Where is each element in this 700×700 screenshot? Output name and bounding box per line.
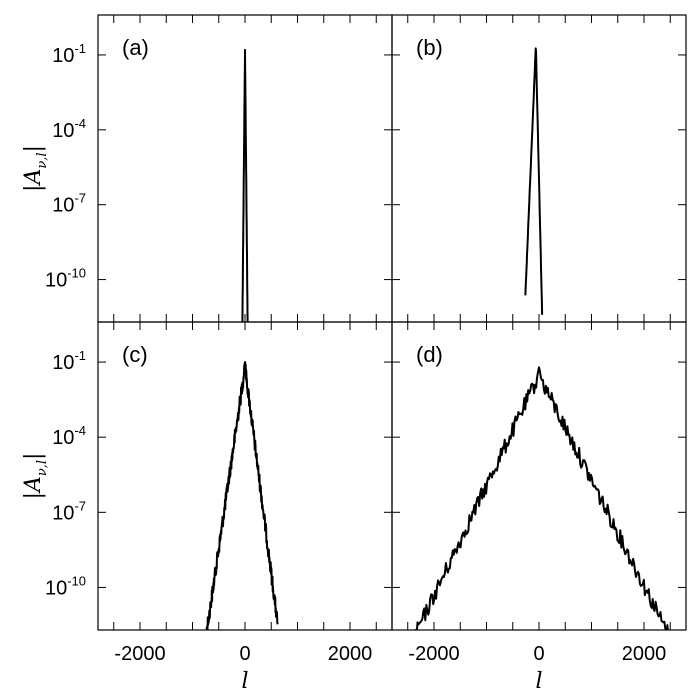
- panel-label: (a): [122, 35, 149, 60]
- x-tick-label: -2000: [408, 643, 459, 665]
- panel-frame: [391, 321, 687, 631]
- x-tick-label: -2000: [114, 643, 165, 665]
- y-tick-label: 10-10: [45, 266, 86, 292]
- data-line: [524, 47, 544, 315]
- panel-label: (d): [416, 342, 443, 367]
- y-tick-label: 10-7: [52, 191, 86, 217]
- y-tick-label: 10-1: [52, 41, 86, 67]
- panel-d: (d) -2000 0 2000 l: [391, 321, 687, 694]
- data-line: [241, 48, 249, 322]
- x-axis-title: l: [535, 669, 542, 694]
- y-tick-label: 10-1: [52, 348, 86, 374]
- x-tick-label: 2000: [622, 643, 667, 665]
- y-tick-label: 10-10: [45, 573, 86, 599]
- y-tick-label: 10-4: [52, 116, 86, 142]
- panel-c: (c) 10-1 10-4 10-7 10-10 |Aν,l| -2000 0 2000 l: [21, 321, 393, 694]
- panel-label: (c): [122, 342, 148, 367]
- panel-a: (a) 10-1 10-4 10-7 10-10 |Aν,l|: [21, 14, 393, 323]
- x-tick-label: 2000: [328, 643, 373, 665]
- y-axis-title: |Aν,l|: [21, 145, 50, 192]
- panel-b: (b): [391, 14, 687, 323]
- data-line: [414, 366, 669, 630]
- x-tick-label: 0: [239, 643, 250, 665]
- y-axis-title: |Aν,l|: [21, 453, 50, 500]
- y-tick-label: 10-7: [52, 498, 86, 524]
- x-axis-title: l: [241, 669, 248, 694]
- x-tick-label: 0: [533, 643, 544, 665]
- panel-label: (b): [416, 35, 443, 60]
- data-line: [205, 361, 279, 630]
- y-tick-label: 10-4: [52, 423, 86, 449]
